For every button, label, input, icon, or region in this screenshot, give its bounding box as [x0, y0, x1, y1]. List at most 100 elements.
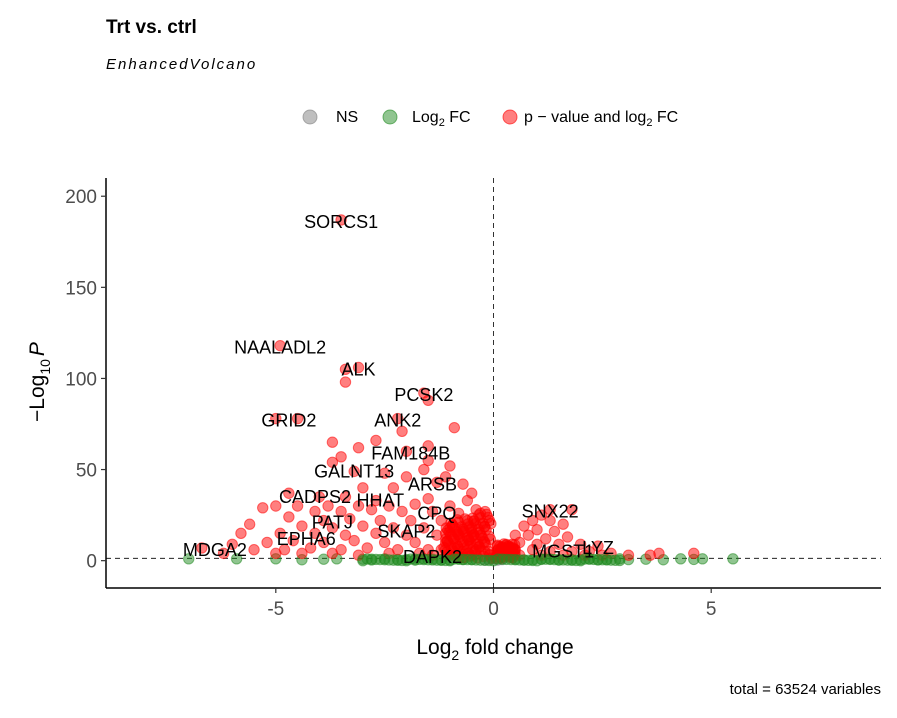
y-tick-label: 50: [76, 461, 97, 482]
data-point-pfc: [444, 460, 456, 472]
data-point-pfc: [352, 441, 365, 454]
data-point-pfc: [535, 509, 548, 521]
data-point-pfc: [448, 421, 461, 434]
data-point-pfc: [452, 528, 464, 541]
data-point-pfc: [540, 533, 552, 545]
data-point-pfc: [270, 412, 282, 425]
data-point-pfc: [248, 544, 260, 556]
data-point-pfc: [378, 467, 391, 479]
data-point-pfc: [480, 508, 493, 521]
data-point-pfc: [465, 523, 477, 535]
data-point-pfc: [557, 518, 569, 530]
data-point-pfc: [396, 505, 408, 518]
data-point-pfc: [270, 547, 282, 560]
data-point-pfc: [291, 412, 304, 425]
gene-label: GALNT13: [314, 462, 394, 482]
data-point-pfc: [313, 491, 326, 503]
data-point-pfc: [357, 520, 369, 532]
data-point-fc: [317, 553, 330, 565]
data-point-pfc: [688, 547, 700, 560]
data-point-pfc: [370, 434, 382, 447]
x-tick-label: -5: [267, 599, 284, 620]
gene-label: SKAP2: [377, 522, 435, 542]
gene-label: FAM184B: [371, 443, 450, 463]
data-point-pfc: [326, 522, 339, 534]
gene-label: LYZ: [582, 538, 614, 558]
data-point-pfc: [396, 425, 408, 437]
data-point-pfc: [322, 500, 334, 512]
chart-subtitle: EnhancedVolcano: [106, 56, 257, 73]
gene-labels-layer: SORCS1 NAALADL2 ALK PCSK2 GRID2 ANK2 FAM184BGA…: [183, 212, 614, 567]
data-point-pfc: [348, 534, 360, 547]
data-point-pfc: [326, 436, 339, 448]
data-point-pfc: [566, 503, 578, 516]
data-point-pfc: [561, 531, 574, 543]
gene-label: PCSK2: [394, 385, 453, 405]
data-point-pfc: [283, 487, 295, 499]
data-point-pfc: [426, 505, 439, 518]
data-point-pfc: [526, 514, 539, 527]
data-point-pfc: [291, 500, 304, 512]
data-point-pfc: [653, 547, 665, 560]
data-point-pfc: [544, 514, 556, 527]
data-point-pfc: [370, 527, 382, 540]
data-point-pfc: [287, 534, 299, 547]
data-point-pfc: [592, 540, 604, 552]
data-point-pfc: [274, 527, 286, 540]
x-axis-label: Log2 fold change: [416, 636, 573, 663]
gene-label: ANK2: [374, 411, 421, 431]
data-point-pfc: [522, 529, 535, 541]
x-tick-label: 5: [706, 599, 717, 620]
legend-label-pfc: p − value and log2 FC: [524, 109, 678, 129]
y-tick-label: 150: [65, 278, 97, 299]
gene-label: NAALADL2: [234, 338, 326, 358]
data-point-pfc: [317, 536, 330, 549]
gene-label: GRID2: [261, 411, 316, 431]
data-point-pfc: [383, 500, 395, 512]
legend-label-fc: Log2 FC: [412, 109, 471, 129]
gene-label: ARSB: [408, 474, 457, 494]
data-point-fc: [696, 553, 709, 565]
gene-label: HHAT: [356, 491, 404, 511]
data-point-pfc: [409, 536, 421, 549]
points-layer: [183, 214, 739, 567]
gene-label: SNX22: [522, 502, 579, 522]
data-point-pfc: [400, 471, 413, 483]
data-point-pfc: [196, 542, 208, 554]
data-point-pfc: [270, 500, 282, 512]
gene-label: MDGA2: [183, 540, 247, 560]
data-point-pfc: [296, 520, 308, 532]
data-point-pfc: [326, 547, 339, 560]
data-point-pfc: [339, 491, 352, 503]
gene-label: MGST1: [532, 542, 594, 562]
data-point-pfc: [418, 463, 430, 476]
data-point-fc: [230, 553, 243, 565]
data-point-pfc: [226, 538, 238, 550]
gene-label: CADPS2: [279, 487, 351, 507]
data-point-pfc: [438, 541, 450, 554]
data-point-pfc: [422, 440, 434, 452]
data-point-pfc: [283, 511, 295, 523]
data-point-pfc: [335, 505, 347, 518]
data-point-pfc: [309, 527, 321, 540]
data-point-pfc: [548, 525, 561, 538]
legend: NS Log2 FC p − value and log2 FC: [302, 109, 678, 129]
data-point-pfc: [553, 538, 565, 550]
data-point-pfc: [217, 547, 230, 560]
legend-swatch-ns: [302, 109, 318, 125]
data-point-pfc: [378, 536, 391, 549]
gene-label: DAPK2: [403, 547, 462, 567]
legend-swatch-fc: [382, 109, 398, 125]
data-point-pfc: [261, 536, 273, 549]
gene-label: PATJ: [312, 513, 353, 533]
data-point-pfc: [544, 503, 556, 516]
data-point-pfc: [374, 514, 386, 527]
data-point-pfc: [304, 542, 317, 554]
data-point-pfc: [296, 547, 308, 560]
data-point-pfc: [387, 482, 400, 494]
data-point-pfc: [444, 500, 456, 512]
data-point-pfc: [365, 503, 378, 516]
data-point-pfc: [422, 394, 434, 407]
legend-swatch-pfc: [502, 109, 518, 125]
y-axis-label: −Log10P: [26, 342, 53, 422]
